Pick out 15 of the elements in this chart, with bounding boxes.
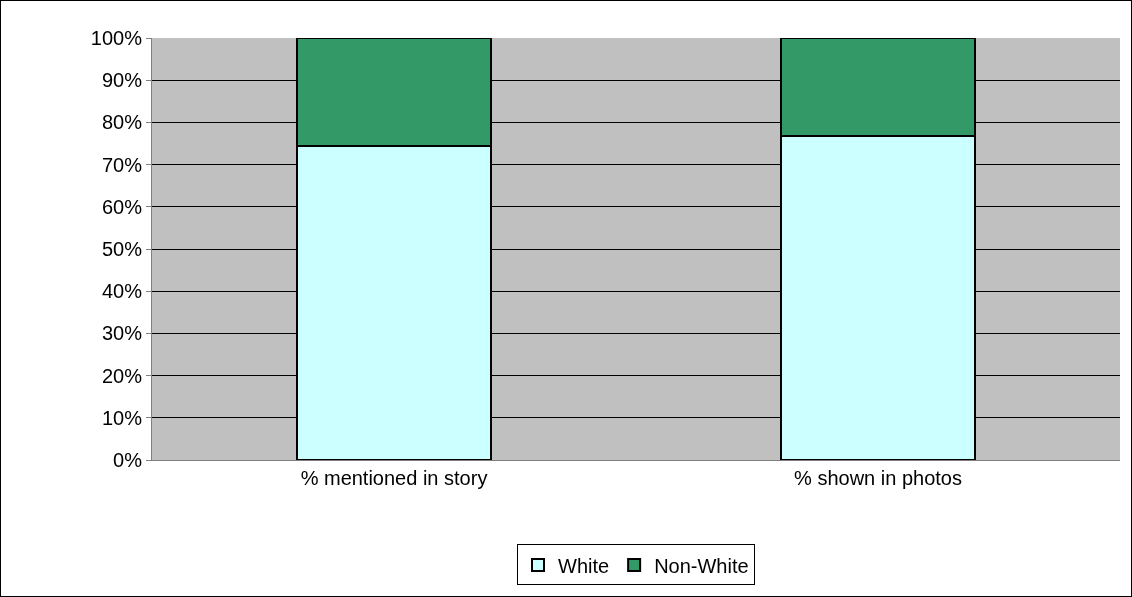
x-tick-label: % mentioned in story — [300, 467, 488, 489]
y-tick-label: 100% — [90, 27, 143, 49]
y-tick-label: 40% — [101, 280, 143, 303]
y-tick-label: 0% — [113, 449, 143, 471]
y-tick-label: 30% — [101, 322, 143, 345]
legend-label: Non-White — [654, 554, 749, 577]
y-tick-label: 90% — [101, 69, 143, 92]
y-tick-label: 60% — [101, 195, 143, 218]
y-tick-label: 70% — [101, 153, 143, 176]
legend-label: White — [558, 554, 610, 577]
y-tick-label: 10% — [101, 406, 143, 429]
y-tick-label: 20% — [101, 364, 143, 387]
y-tick-label: 80% — [101, 111, 143, 134]
x-tick-label: % shown in photos — [794, 467, 962, 489]
y-tick-label: 50% — [101, 238, 143, 260]
